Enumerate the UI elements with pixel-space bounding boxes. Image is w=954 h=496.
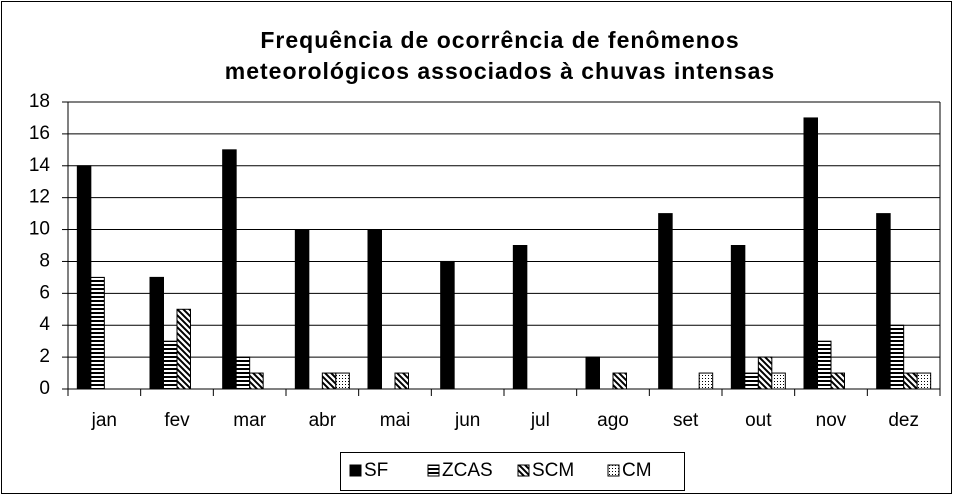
chart-title: meteorológicos associados à chuvas inten… [225, 58, 775, 84]
bar [876, 213, 891, 390]
x-tick-label: dez [888, 410, 919, 431]
legend-label: SF [364, 460, 388, 481]
bar [889, 324, 905, 390]
x-tick-label: ago [597, 410, 629, 431]
bar [249, 372, 264, 390]
bar [149, 276, 164, 390]
x-tick-label: jun [454, 410, 480, 431]
bar [235, 356, 251, 390]
y-tick-label: 2 [39, 346, 50, 367]
bar [771, 372, 786, 390]
bar [321, 372, 337, 390]
bar [803, 117, 818, 390]
x-tick-label: mai [380, 410, 411, 431]
bar [76, 165, 92, 390]
chart-title: Frequência de ocorrência de fenômenos [260, 27, 739, 53]
y-tick-label: 10 [29, 219, 50, 240]
y-tick-label: 6 [39, 282, 50, 303]
bar [585, 356, 600, 390]
bar [916, 372, 932, 390]
bar [90, 276, 105, 390]
bar [903, 372, 918, 390]
bar [612, 372, 627, 390]
bar [512, 245, 528, 390]
legend-label: ZCAS [442, 460, 493, 481]
legend-swatch [607, 464, 620, 477]
bar [222, 149, 237, 390]
bar [176, 308, 191, 390]
bar [367, 229, 382, 390]
bar [757, 356, 773, 390]
bar [440, 260, 455, 390]
legend-swatch [427, 464, 440, 477]
legend-label: SCM [532, 460, 574, 481]
y-tick-label: 12 [29, 187, 50, 208]
x-tick-label: abr [309, 410, 337, 431]
x-tick-label: jul [530, 410, 550, 431]
x-tick-label: nov [816, 410, 847, 431]
legend-swatch [517, 464, 530, 477]
y-tick-label: 14 [29, 155, 51, 176]
y-tick-label: 4 [39, 314, 50, 335]
bar [394, 372, 409, 390]
x-tick-label: set [673, 410, 699, 431]
legend-label: CM [622, 460, 652, 481]
bar [730, 245, 746, 390]
x-tick-label: fev [164, 410, 190, 431]
y-tick-label: 16 [29, 123, 50, 144]
legend-box [340, 452, 685, 491]
bar [658, 213, 673, 390]
bar [335, 372, 350, 390]
bar [830, 372, 845, 390]
x-tick-label: jan [91, 410, 117, 431]
y-tick-label: 8 [39, 250, 50, 271]
bar [294, 229, 310, 390]
bar [744, 372, 759, 390]
bar [163, 340, 178, 390]
bar [817, 340, 832, 390]
y-tick-label: 18 [29, 91, 50, 112]
x-tick-label: mar [233, 410, 266, 431]
x-tick-label: out [745, 410, 772, 431]
bar [698, 372, 714, 390]
legend-swatch [349, 464, 362, 477]
y-tick-label: 0 [39, 378, 50, 399]
